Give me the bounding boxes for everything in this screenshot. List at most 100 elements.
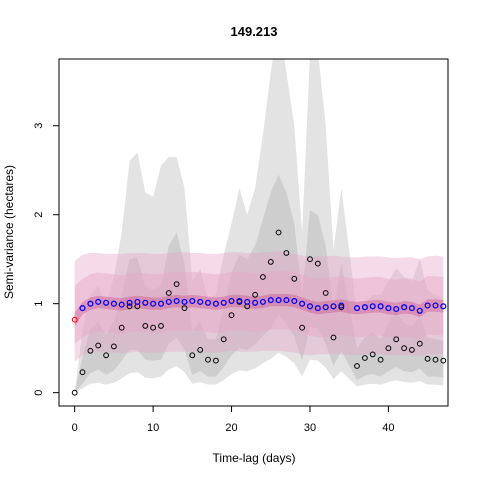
model-point <box>369 303 376 310</box>
model-point <box>181 298 188 305</box>
model-point <box>118 301 125 308</box>
empirical-point <box>142 323 149 329</box>
empirical-point <box>150 324 157 331</box>
model-point <box>244 298 251 305</box>
model-point <box>259 298 266 305</box>
empirical-point <box>79 369 86 376</box>
model-point <box>385 305 392 312</box>
empirical-point <box>252 291 259 298</box>
model-point <box>440 303 447 310</box>
empirical-point <box>228 312 235 319</box>
model-point <box>197 298 204 305</box>
model-point <box>228 297 235 305</box>
empirical-point <box>416 340 423 347</box>
model-point <box>299 300 306 307</box>
empirical-point <box>393 336 400 343</box>
empirical-point <box>432 356 439 363</box>
empirical-point <box>354 363 360 369</box>
model-point <box>173 297 180 305</box>
y-tick-label: 2 <box>33 212 45 218</box>
empirical-point <box>283 250 290 256</box>
model-point <box>408 305 415 312</box>
y-tick-label: 3 <box>33 123 45 129</box>
empirical-point <box>71 389 78 396</box>
x-tick-label: 30 <box>304 422 316 434</box>
chart-title: 149.213 <box>231 24 278 39</box>
model-point <box>361 304 368 311</box>
model-point <box>87 300 94 307</box>
empirical-point <box>95 342 102 349</box>
y-axis-label: Semi-variance (hectares) <box>2 165 16 299</box>
empirical-point <box>103 352 109 359</box>
model-point <box>393 305 400 313</box>
empirical-point <box>362 355 368 361</box>
model-outer-band <box>74 251 444 362</box>
x-axis: 0 10 20 30 40 <box>72 405 395 434</box>
model-point <box>275 297 282 304</box>
model-point <box>150 300 157 307</box>
model-point <box>314 305 321 312</box>
empirical-point <box>385 345 392 352</box>
empirical-point <box>173 281 180 288</box>
model-point <box>236 297 243 305</box>
empirical-point <box>330 334 337 341</box>
model-point <box>212 300 219 307</box>
empirical-point <box>307 256 313 263</box>
model-point <box>267 297 274 304</box>
empirical-point <box>205 356 211 363</box>
empirical-point <box>213 357 219 364</box>
model-point <box>330 303 337 310</box>
y-tick-label: 0 <box>33 390 45 396</box>
x-axis-label: Time-lag (days) <box>213 451 296 465</box>
x-tick-label: 20 <box>225 422 237 434</box>
model-point <box>110 300 117 307</box>
empirical-point <box>275 229 282 236</box>
model-point <box>165 298 172 305</box>
model-point <box>95 298 102 305</box>
model-point <box>142 299 149 306</box>
y-axis: 0 1 2 3 <box>33 123 60 396</box>
empirical-point <box>314 260 321 267</box>
empirical-point <box>424 355 431 362</box>
empirical-point <box>158 323 164 329</box>
empirical-point <box>197 347 204 353</box>
empirical-point <box>267 259 274 265</box>
empirical-point <box>260 274 266 280</box>
empirical-point <box>87 347 94 354</box>
empirical-point <box>401 345 408 352</box>
empirical-point <box>118 324 125 331</box>
model-inner-band <box>74 270 444 344</box>
empirical-point <box>322 290 329 296</box>
empirical-point <box>409 347 415 353</box>
model-point <box>103 299 110 306</box>
model-point <box>157 300 165 307</box>
model-point <box>189 297 196 305</box>
model-point <box>377 303 384 310</box>
data-points <box>71 229 447 396</box>
uncertainty-bands <box>74 59 444 393</box>
lag0-point <box>71 316 78 323</box>
empirical-point <box>126 303 133 310</box>
empirical-point <box>299 324 306 331</box>
model-point <box>134 298 141 305</box>
model-point <box>424 302 431 309</box>
x-tick-label: 40 <box>382 422 394 434</box>
model-point <box>306 303 314 310</box>
model-point <box>338 302 345 309</box>
empirical-point <box>220 336 227 343</box>
empirical-point <box>377 356 384 363</box>
model-point <box>283 297 290 304</box>
empirical-inner-band <box>74 174 444 393</box>
empirical-point <box>181 305 188 312</box>
model-point <box>204 299 212 306</box>
model-point <box>432 302 439 309</box>
x-tick-label: 10 <box>147 422 159 434</box>
model-point <box>126 299 133 306</box>
x-tick-label: 0 <box>72 422 78 434</box>
model-point <box>416 307 423 314</box>
model-point <box>220 299 227 306</box>
empirical-point <box>369 351 376 358</box>
model-point <box>353 305 361 312</box>
model-point <box>401 304 408 311</box>
